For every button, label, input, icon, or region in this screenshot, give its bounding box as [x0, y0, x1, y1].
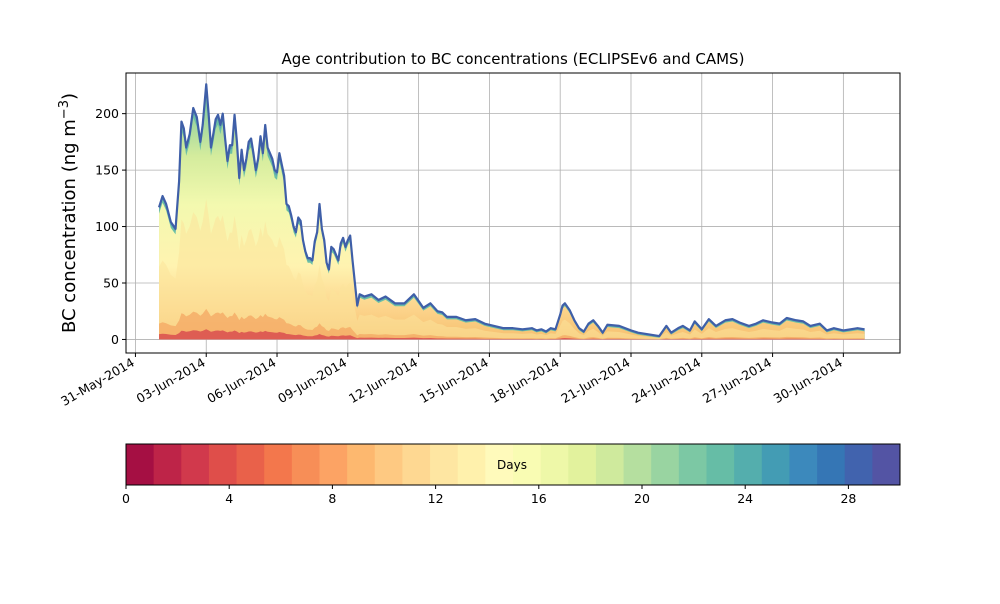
colorbar-tick-label: 4 — [225, 491, 233, 506]
colorbar-swatch — [540, 444, 569, 485]
chart-title: Age contribution to BC concentrations (E… — [282, 50, 745, 68]
y-tick-label: 150 — [95, 163, 119, 178]
colorbar-swatch — [595, 444, 624, 485]
x-tick-label: 12-Jun-2014 — [346, 355, 420, 406]
colorbar-swatch — [789, 444, 818, 485]
y-axis-ticks: 0 50 100 150 200 — [95, 106, 126, 347]
age-area-young — [159, 199, 865, 340]
colorbar-swatch — [347, 444, 376, 485]
colorbar-tick-label: 28 — [840, 491, 856, 506]
colorbar-swatch — [291, 444, 320, 485]
colorbar-swatch — [208, 444, 237, 485]
age-area-fresh — [159, 308, 865, 340]
colorbar-swatch — [872, 444, 901, 485]
colorbar-label: Days — [497, 458, 527, 472]
colorbar-swatch — [181, 444, 210, 485]
y-axis-label: BC concentration (ng m−3) — [57, 93, 80, 333]
x-tick-label: 24-Jun-2014 — [629, 355, 703, 406]
x-axis-ticks: 31-May-201403-Jun-201406-Jun-201409-Jun-… — [58, 353, 845, 409]
colorbar-swatch — [817, 444, 846, 485]
colorbar-tick-label: 12 — [428, 491, 444, 506]
x-tick-label: 30-Jun-2014 — [771, 355, 845, 406]
plot-frame — [125, 72, 901, 354]
x-tick-label: 15-Jun-2014 — [417, 355, 491, 406]
colorbar-tick-label: 16 — [531, 491, 547, 506]
colorbar-swatch — [513, 444, 542, 485]
colorbar-swatch — [706, 444, 735, 485]
colorbar-swatch — [153, 444, 182, 485]
y-tick-label: 50 — [103, 276, 119, 291]
x-tick-label: 03-Jun-2014 — [134, 355, 208, 406]
colorbar-tick-label: 24 — [737, 491, 753, 506]
colorbar-swatch — [126, 444, 155, 485]
colorbar-swatch — [844, 444, 873, 485]
colorbar-swatch — [319, 444, 348, 485]
x-tick-label: 31-May-2014 — [58, 355, 137, 409]
colorbar-swatch — [236, 444, 265, 485]
colorbar-swatch — [651, 444, 680, 485]
y-tick-label: 0 — [111, 332, 119, 347]
colorbar-frame — [125, 443, 901, 486]
total-concentration-line — [157, 83, 865, 338]
colorbar-tick-label: 0 — [122, 491, 130, 506]
colorbar-swatch — [623, 444, 652, 485]
x-tick-label: 21-Jun-2014 — [558, 355, 632, 406]
y-tick-label: 200 — [95, 106, 119, 121]
colorbar-swatch — [430, 444, 459, 485]
x-tick-label: 06-Jun-2014 — [204, 355, 278, 406]
colorbar-swatch — [457, 444, 486, 485]
x-tick-label: 27-Jun-2014 — [700, 355, 774, 406]
colorbar-swatch — [761, 444, 790, 485]
colorbar-swatch — [374, 444, 403, 485]
colorbar-swatch — [402, 444, 431, 485]
age-area-mid — [159, 94, 865, 340]
y-axis-label-main: BC concentration (ng m — [59, 119, 80, 333]
colorbar-swatch — [264, 444, 293, 485]
y-axis-label-exponent: −3 — [57, 100, 72, 119]
colorbar-swatch — [485, 444, 514, 485]
x-tick-label: 09-Jun-2014 — [275, 355, 349, 406]
colorbar-swatch — [678, 444, 707, 485]
colorbar-tick-label: 20 — [634, 491, 650, 506]
y-tick-label: 100 — [95, 219, 119, 234]
age-colorbar: 0 4 8 12 16 20 24 28 — [122, 443, 901, 506]
colorbar-swatch — [568, 444, 597, 485]
x-tick-label: 18-Jun-2014 — [488, 355, 562, 406]
age-area-newest — [159, 329, 865, 340]
age-area-layers — [157, 83, 865, 340]
colorbar-swatch — [734, 444, 763, 485]
colorbar-tick-label: 8 — [328, 491, 336, 506]
y-axis-label-close: ) — [59, 93, 80, 100]
